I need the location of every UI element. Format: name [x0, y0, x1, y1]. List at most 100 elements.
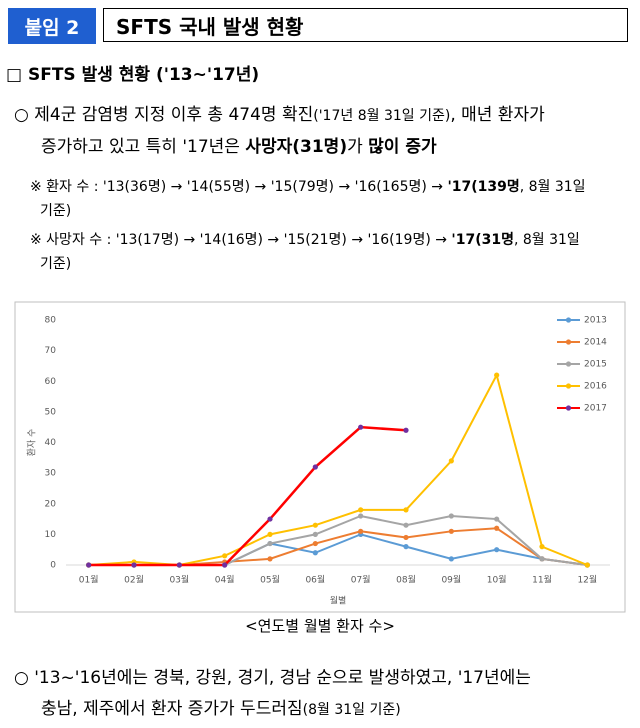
legend-label: 2014	[584, 338, 607, 348]
x-tick-label: 03월	[169, 574, 189, 586]
x-tick-label: 01월	[79, 574, 99, 586]
point	[539, 544, 545, 550]
point	[312, 531, 318, 537]
text-segment: 증가하고 있고 특히 '17년은	[41, 137, 246, 157]
point	[539, 556, 545, 562]
text-segment: '17(139명	[447, 179, 520, 195]
text-segment: ('17년 8월 31일 기준)	[313, 108, 451, 124]
point	[494, 547, 500, 553]
point	[358, 513, 364, 519]
text-segment: ○ 제4군 감염병 지정 이후 총 474명 확진	[14, 105, 314, 125]
text-segment: (8월 31일 기준)	[302, 702, 401, 718]
y-tick-label: 40	[45, 438, 57, 448]
text-segment: 사망자(31명)	[245, 137, 348, 157]
point	[312, 464, 318, 470]
legend-marker	[565, 405, 572, 411]
text-line: 기준)	[30, 199, 586, 223]
text-line: ○ '13~'16년에는 경북, 강원, 경기, 경남 순으로 발생하였고, '…	[14, 663, 531, 694]
text-segment: ○ '13~'16년에는 경북, 강원, 경기, 경남 순으로 발생하였고, '…	[14, 668, 531, 688]
text-segment: 충남, 제주에서 환자 증가가 두드러짐	[41, 699, 303, 719]
text-segment: 가	[347, 137, 369, 157]
y-tick-label: 80	[45, 316, 57, 326]
y-tick-label: 70	[45, 346, 57, 356]
legend-marker	[565, 339, 572, 345]
point	[494, 525, 500, 531]
text-line: 충남, 제주에서 환자 증가가 두드러짐(8월 31일 기준)	[14, 694, 531, 726]
point	[494, 516, 500, 522]
y-tick-label: 0	[50, 561, 56, 571]
point	[176, 562, 182, 568]
x-tick-label: 08월	[396, 574, 416, 586]
legend-label: 2015	[584, 360, 607, 370]
point	[267, 516, 273, 522]
point	[312, 550, 318, 556]
x-tick-label: 12월	[577, 574, 597, 586]
text-line: ※ 환자 수 : '13(36명) → '14(55명) → '15(79명) …	[30, 175, 586, 199]
legend-marker	[565, 361, 572, 367]
text-segment: '17(31명	[451, 232, 514, 248]
x-tick-label: 06월	[305, 574, 325, 586]
legend-label: 2017	[584, 404, 607, 414]
paragraph: ○ 제4군 감염병 지정 이후 총 474명 확진('17년 8월 31일 기준…	[14, 100, 545, 163]
point	[448, 556, 454, 562]
point	[403, 534, 409, 541]
note: ※ 환자 수 : '13(36명) → '14(55명) → '15(79명) …	[30, 175, 586, 223]
point	[584, 562, 590, 568]
text-segment: 기준)	[40, 256, 72, 272]
y-axis-label: 환자 수	[26, 429, 38, 457]
point	[86, 562, 92, 568]
point	[312, 540, 318, 547]
x-tick-label: 07월	[351, 574, 371, 586]
point	[358, 507, 364, 513]
point	[358, 424, 364, 430]
point	[358, 528, 364, 534]
text-segment: , 8월 31일	[519, 179, 586, 195]
y-tick-label: 20	[45, 499, 57, 509]
point	[403, 522, 409, 528]
heading: □ SFTS 발생 현황 ('13~'17년)	[6, 65, 260, 85]
y-tick-label: 60	[45, 377, 57, 387]
point	[448, 528, 454, 534]
note: ※ 사망자 수 : '13(17명) → '14(16명) → '15(21명)…	[30, 228, 580, 276]
y-tick-label: 10	[45, 530, 57, 540]
text-line: ○ 제4군 감염병 지정 이후 총 474명 확진('17년 8월 31일 기준…	[14, 100, 545, 132]
text-segment: ※ 환자 수 : '13(36명) → '14(55명) → '15(79명) …	[30, 179, 448, 195]
text-line: 기준)	[30, 252, 580, 276]
x-tick-label: 05월	[260, 574, 280, 586]
text-segment: , 매년 환자가	[450, 105, 545, 125]
text-segment: , 8월 31일	[513, 232, 580, 248]
point	[222, 553, 228, 559]
paragraph: ○ '13~'16년에는 경북, 강원, 경기, 경남 순으로 발생하였고, '…	[14, 663, 531, 726]
point	[131, 562, 137, 568]
badge: 붙임 2	[8, 8, 96, 44]
legend-label: 2016	[584, 382, 607, 392]
point	[403, 544, 409, 550]
point	[222, 562, 228, 568]
legend-marker	[565, 383, 572, 389]
y-tick-label: 30	[45, 469, 57, 479]
chart: 0 10 20 30 40 50 60 70 80 01월 02월 03월 04월 05월 06월 07월 08…	[14, 301, 626, 613]
point	[267, 540, 273, 547]
point	[494, 372, 500, 378]
point	[312, 522, 318, 528]
point	[267, 556, 273, 562]
point	[448, 513, 454, 519]
x-tick-label: 11월	[532, 574, 552, 586]
x-tick-label: 02월	[124, 574, 144, 586]
text-line: ※ 사망자 수 : '13(17명) → '14(16명) → '15(21명)…	[30, 228, 580, 252]
legend-label: 2013	[584, 316, 607, 326]
point	[403, 427, 409, 433]
text-segment: 많이 증가	[368, 137, 437, 157]
text-segment: ※ 사망자 수 : '13(17명) → '14(16명) → '15(21명)…	[30, 232, 452, 248]
y-tick-label: 50	[45, 407, 57, 417]
point	[403, 507, 409, 513]
caption: <연도별 월별 환자 수>	[245, 617, 395, 635]
text-line: 증가하고 있고 특히 '17년은 사망자(31명)가 많이 증가	[14, 132, 545, 163]
x-tick-label: 04월	[215, 574, 235, 586]
legend-marker	[565, 317, 572, 323]
point	[267, 531, 273, 537]
text-segment: 기준)	[40, 203, 72, 219]
series-line	[88, 425, 407, 567]
x-tick-label: 10월	[487, 574, 507, 586]
